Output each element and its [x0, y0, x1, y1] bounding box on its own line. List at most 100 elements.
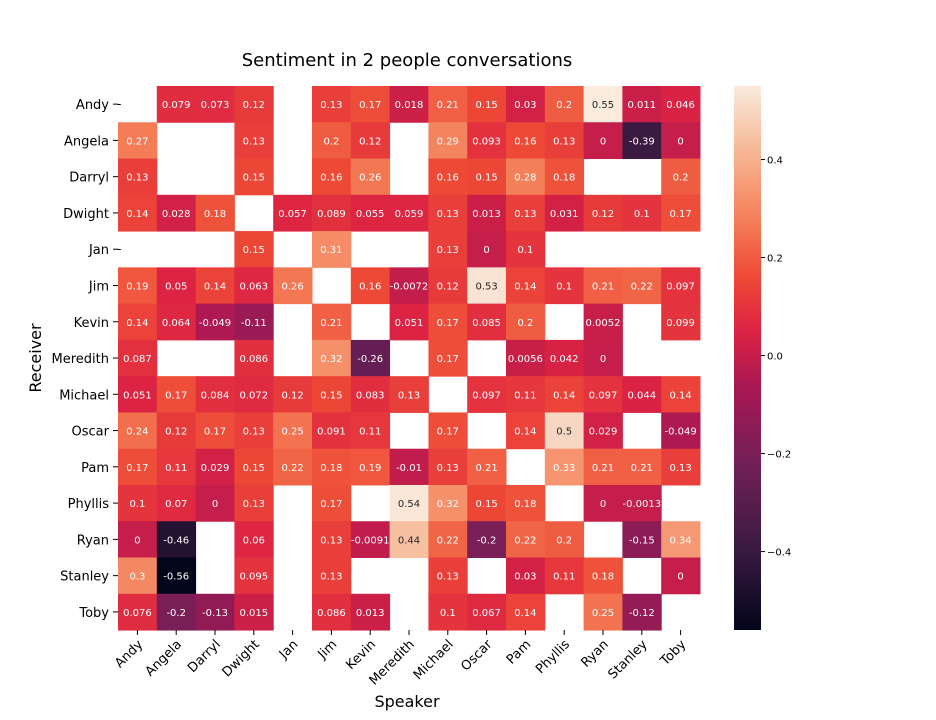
heatmap-cell	[118, 376, 158, 413]
heatmap-cell	[350, 339, 391, 377]
cell-value-label: 0.16	[437, 173, 459, 184]
cell-value-label: 0	[677, 572, 683, 583]
heatmap-cell	[506, 484, 546, 522]
cell-value-label: 0.1	[440, 608, 456, 619]
heatmap-cell	[467, 86, 507, 123]
heatmap-cell	[661, 122, 701, 160]
heatmap-cell	[389, 521, 429, 559]
heatmap-cell	[389, 303, 429, 341]
heatmap-cell	[428, 86, 468, 123]
cell-value-label: 0.087	[123, 354, 152, 365]
x-tick-label: Andy	[112, 637, 146, 671]
heatmap-cell	[428, 448, 468, 486]
cell-value-label: 0.21	[631, 463, 653, 474]
heatmap-cell	[428, 267, 468, 305]
heatmap-cell	[156, 484, 197, 522]
cell-value-label: 0.064	[162, 318, 191, 329]
cell-value-label: 0.13	[243, 499, 265, 510]
cell-value-label: 0.085	[472, 318, 501, 329]
heatmap-cell	[506, 339, 546, 377]
heatmap-cell	[583, 267, 623, 305]
heatmap-cell	[583, 339, 623, 377]
heatmap-cell	[156, 267, 197, 305]
heatmap-cell	[156, 303, 197, 341]
heatmap-cell	[467, 376, 507, 413]
cell-value-label: 0.072	[239, 390, 268, 401]
cell-value-label: 0.55	[592, 100, 614, 111]
x-tick-label: Jim	[315, 637, 341, 663]
cell-value-label: 0.32	[437, 499, 459, 510]
heatmap-cell	[583, 376, 623, 413]
cell-value-label: 0.29	[437, 136, 459, 147]
heatmap-cell	[156, 448, 197, 486]
heatmap-cell	[622, 484, 662, 522]
cell-value-label: 0.086	[239, 354, 268, 365]
cell-value-label: 0.31	[320, 245, 342, 256]
cell-value-label: 0.11	[514, 390, 536, 401]
cell-value-label: 0.13	[553, 136, 575, 147]
cell-value-label: 0.14	[553, 390, 575, 401]
heatmap-cell	[428, 521, 468, 559]
heatmap-cell	[428, 484, 468, 522]
heatmap-cell	[583, 122, 623, 160]
cell-value-label: 0.17	[359, 100, 381, 111]
y-tick-label: Oscar	[72, 425, 110, 440]
colorbar-tick-label: 0.0	[767, 352, 783, 363]
heatmap-cell	[544, 448, 585, 486]
cell-value-label: 0.16	[359, 281, 381, 292]
heatmap-cell	[506, 122, 546, 160]
cell-value-label: 0	[600, 499, 606, 510]
cell-value-label: 0.12	[243, 100, 265, 111]
heatmap-cell	[506, 593, 546, 631]
cell-value-label: -0.15	[629, 535, 655, 546]
cell-value-label: -0.12	[629, 608, 655, 619]
cell-value-label: -0.56	[163, 572, 189, 583]
heatmap-cell	[312, 339, 352, 377]
cell-value-label: 0.03	[514, 100, 536, 111]
cell-value-label: 0.17	[165, 390, 187, 401]
heatmap-cell	[234, 122, 274, 160]
heatmap-cell	[661, 448, 701, 486]
empty-cell-marker: -	[117, 97, 121, 111]
cell-value-label: 0.086	[317, 608, 346, 619]
cell-value-label: 0.16	[320, 173, 342, 184]
cell-value-label: 0.14	[126, 209, 148, 220]
cell-value-label: 0.1	[556, 281, 572, 292]
heatmap-cell	[273, 267, 313, 305]
heatmap-cell	[506, 303, 546, 341]
cell-value-label: 0.0056	[508, 354, 543, 365]
cell-value-label: 0.07	[165, 499, 187, 510]
cell-value-label: 0.13	[243, 427, 265, 438]
cell-value-label: 0.028	[162, 209, 191, 220]
heatmap-cell	[350, 158, 391, 196]
cell-value-label: 0.21	[437, 100, 459, 111]
cell-value-label: 0.031	[550, 209, 579, 220]
cell-value-label: 0.095	[239, 572, 268, 583]
heatmap-cell	[622, 86, 662, 123]
cell-value-label: -0.01	[396, 463, 422, 474]
cell-value-label: -0.11	[241, 318, 267, 329]
heatmap-cell	[195, 86, 235, 123]
heatmap-cell	[195, 593, 235, 631]
cell-value-label: 0.1	[517, 245, 533, 256]
colorbar-ticks: 0.4 0.2 0.0 −0.2 −0.4	[761, 156, 791, 559]
cell-value-label: 0.18	[592, 572, 614, 583]
heatmap-cell	[506, 231, 546, 268]
heatmap-cell	[467, 484, 507, 522]
cell-value-label: 0.073	[201, 100, 230, 111]
heatmap-cell	[195, 267, 235, 305]
cell-value-label: -0.049	[664, 427, 696, 438]
cell-value-label: 0	[134, 535, 140, 546]
y-tick-label: Meredith	[52, 352, 109, 367]
cell-value-label: 0.17	[437, 318, 459, 329]
heatmap-cell	[544, 376, 585, 413]
cell-value-label: 0.059	[395, 209, 424, 220]
cell-value-label: 0.21	[592, 463, 614, 474]
cell-value-label: 0.14	[514, 281, 536, 292]
cell-value-label: 0.14	[669, 390, 691, 401]
heatmap-cell	[428, 303, 468, 341]
cell-value-label: 0.042	[550, 354, 579, 365]
cell-value-label: 0.15	[475, 100, 497, 111]
heatmap-cell	[312, 122, 352, 160]
cell-value-label: 0.097	[589, 390, 618, 401]
